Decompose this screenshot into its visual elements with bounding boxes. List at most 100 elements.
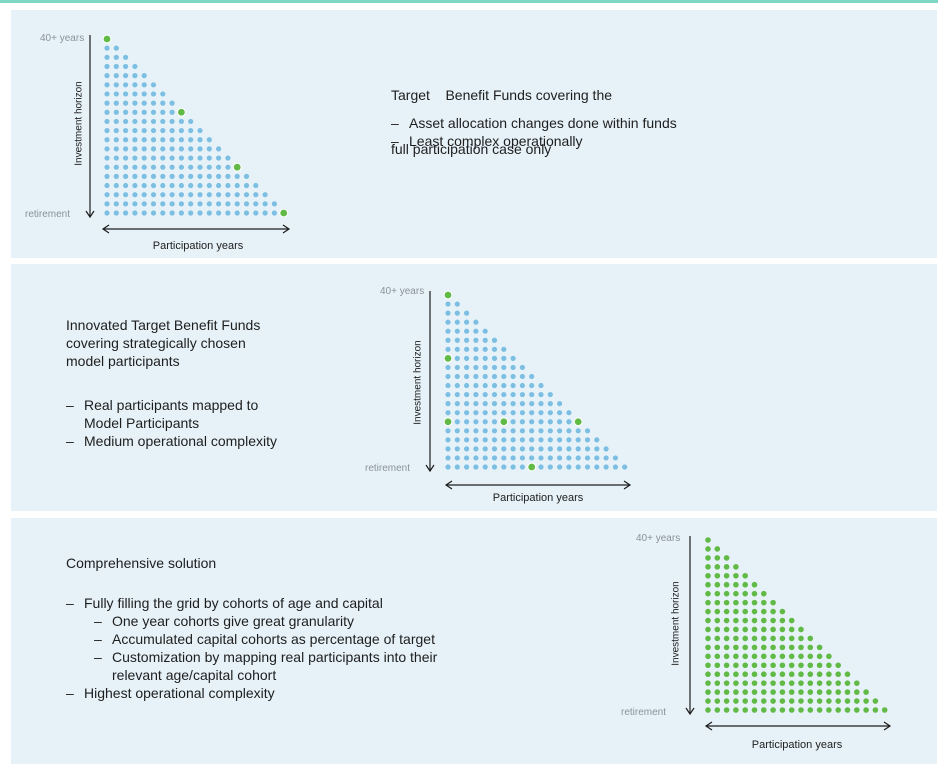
grid-dot (104, 54, 110, 60)
grid-dot (150, 127, 157, 134)
grid-dot (854, 707, 860, 713)
grid-dot (123, 118, 129, 125)
grid-dot (770, 626, 776, 633)
grid-dot (788, 644, 795, 651)
grid-dot (225, 164, 231, 170)
grid-dot (612, 455, 619, 461)
grid-dot (742, 617, 748, 624)
grid-dot (603, 446, 609, 452)
grid-dot (243, 182, 250, 189)
grid-dot (225, 182, 231, 189)
grid-dot (113, 100, 119, 106)
panel1-bullet-2: Least complex operationally (391, 132, 831, 150)
grid-dot (844, 698, 851, 704)
panel3-sub-bullets: One year cohorts give great granularity … (94, 612, 516, 684)
grid-dot (510, 410, 516, 416)
grid-dot (123, 173, 129, 179)
grid-dot (557, 455, 563, 461)
grid-dot (225, 201, 231, 207)
grid-dot (798, 698, 804, 704)
grid-dot (482, 401, 488, 407)
grid-dot (733, 671, 739, 678)
grid-dot (123, 146, 129, 152)
highlighted-dot (102, 34, 112, 44)
grid-dot (519, 373, 526, 380)
grid-dot (243, 192, 250, 198)
grid-dot (723, 680, 730, 686)
grid-dot (844, 680, 851, 686)
grid-dot (150, 210, 157, 216)
grid-dot (464, 355, 470, 361)
grid-dot (788, 635, 795, 642)
grid-dot (519, 464, 526, 470)
grid-dot (132, 146, 138, 152)
grid-dot (445, 391, 451, 398)
grid-dot (104, 118, 110, 125)
top-accent-line (0, 0, 938, 3)
grid-dot (188, 164, 194, 170)
x-axis-arrowhead-right (623, 480, 632, 490)
grid-dot (216, 155, 222, 161)
grid-dot (501, 455, 507, 461)
grid-dot (723, 581, 730, 588)
grid-dot (529, 382, 535, 389)
grid-dot (798, 689, 804, 695)
grid-dot (132, 182, 138, 189)
grid-dot (751, 698, 758, 704)
grid-dot (612, 464, 619, 470)
panel2-bullets: Real participants mapped to Model Partic… (66, 396, 366, 450)
grid-dot (529, 410, 535, 416)
grid-dot (714, 626, 721, 633)
grid-dot (723, 635, 730, 642)
grid-dot (761, 698, 767, 704)
grid-dot (575, 464, 581, 470)
grid-dot (243, 173, 250, 179)
grid-dot (123, 182, 129, 189)
grid-dot (454, 310, 460, 316)
grid-dot (454, 364, 460, 371)
grid-dot (742, 653, 748, 660)
grid-dot (788, 653, 795, 660)
grid-dot (141, 155, 147, 161)
grid-dot (491, 401, 498, 407)
grid-dot (733, 626, 739, 633)
x-axis-arrowhead-left (101, 224, 110, 234)
grid-dot (132, 155, 138, 161)
label-40-years: 40+ years (380, 286, 425, 297)
grid-dot (547, 446, 553, 452)
grid-dot (501, 401, 507, 407)
grid-dot (445, 455, 451, 461)
x-axis-arrowhead-right (282, 224, 291, 234)
grid-dot (123, 210, 129, 216)
grid-dot (169, 164, 175, 170)
grid-dot (150, 137, 157, 143)
grid-dot (807, 662, 814, 669)
panel2-title-line-2: covering strategically chosen (66, 335, 246, 351)
grid-dot (733, 572, 739, 579)
grid-dot (519, 391, 526, 398)
grid-dot (464, 328, 470, 334)
grid-dot (788, 689, 795, 695)
grid-dot (742, 608, 748, 615)
grid-dot (473, 319, 479, 325)
highlighted-dot (443, 417, 453, 427)
grid-dot (807, 707, 814, 713)
grid-dot (188, 155, 194, 161)
grid-dot (123, 54, 129, 60)
grid-dot (519, 428, 526, 434)
grid-dot (473, 391, 479, 398)
grid-dot (510, 373, 516, 380)
panel1-title-line-1: Target Benefit Funds covering the (391, 87, 613, 103)
grid-dot (445, 428, 451, 434)
grid-dot (113, 192, 119, 198)
grid-dot (770, 635, 776, 642)
grid-dot (473, 373, 479, 380)
grid-dot (510, 437, 516, 443)
grid-dot (160, 146, 166, 152)
grid-dot (714, 707, 721, 713)
highlighted-dot (573, 417, 583, 427)
grid-dot (216, 146, 222, 152)
grid-dot (482, 464, 488, 470)
grid-dot (206, 146, 212, 152)
